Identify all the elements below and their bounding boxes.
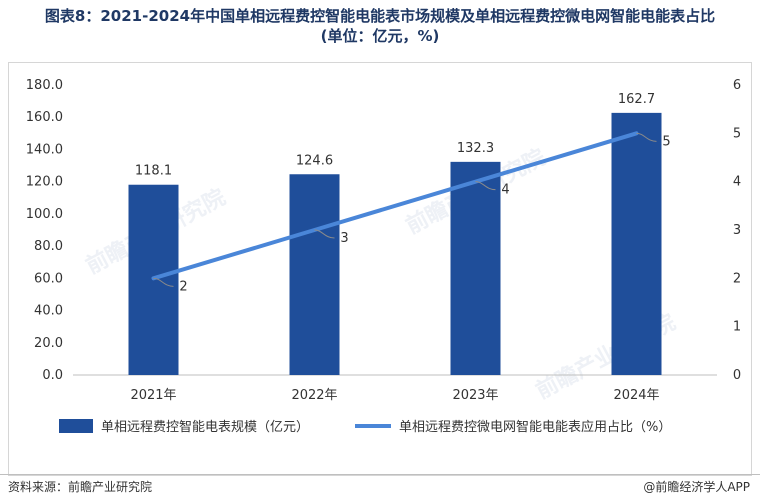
title-line-2: (单位：亿元，%) — [320, 27, 440, 45]
bar-value-label: 124.6 — [296, 153, 333, 168]
chart-title: 图表8：2021-2024年中国单相远程费控智能电能表市场规模及单相远程费控微电… — [0, 6, 760, 46]
y-right-tick-label: 5 — [733, 126, 741, 141]
legend-line-label: 单相远程费控微电网智能电能表应用占比（%） — [399, 419, 671, 435]
bar — [611, 112, 662, 375]
line-label-leader — [153, 277, 174, 287]
footer-divider — [0, 474, 760, 475]
y-right-tick-label: 2 — [733, 271, 741, 286]
line-label-leader — [636, 132, 657, 142]
line-value-label: 2 — [179, 279, 187, 294]
y-right-tick-label: 0 — [733, 368, 741, 383]
x-tick-label: 2021年 — [130, 388, 176, 403]
y-left-tick-label: 120.0 — [26, 175, 63, 190]
y-left-tick-label: 100.0 — [26, 207, 63, 222]
y-left-tick-label: 0.0 — [42, 368, 63, 383]
bar-value-label: 132.3 — [457, 141, 494, 156]
source-note: 资料来源：前瞻产业研究院 — [8, 480, 153, 494]
legend-bar-swatch — [59, 419, 93, 433]
bar — [450, 161, 501, 375]
x-tick-label: 2024年 — [613, 388, 659, 403]
line-label-leader — [475, 181, 496, 191]
bar-value-label: 118.1 — [135, 164, 172, 179]
brand-credit: @前瞻经济学人APP — [643, 480, 750, 494]
line-label-leader — [314, 229, 335, 239]
bar — [289, 174, 340, 375]
line-series — [151, 131, 639, 281]
y-left-tick-label: 160.0 — [26, 110, 63, 125]
y-right-tick-label: 6 — [733, 78, 741, 93]
y-left-tick-label: 60.0 — [34, 271, 63, 286]
chart-frame: 前瞻产业研究院前瞻产业研究院前瞻产业研究院0.020.040.060.080.0… — [8, 62, 752, 476]
x-tick-label: 2022年 — [291, 388, 337, 403]
y-right-tick-label: 3 — [733, 223, 741, 238]
y-left-tick-label: 20.0 — [34, 336, 63, 351]
line-value-label: 5 — [662, 134, 670, 149]
y-left-tick-label: 80.0 — [34, 239, 63, 254]
bar-value-label: 162.7 — [618, 92, 655, 107]
line-value-label: 3 — [340, 231, 348, 246]
y-left-tick-label: 180.0 — [26, 78, 63, 93]
y-left-tick-label: 40.0 — [34, 304, 63, 319]
title-line-1: 图表8：2021-2024年中国单相远程费控智能电能表市场规模及单相远程费控微电… — [44, 7, 716, 25]
y-right-tick-label: 1 — [733, 320, 741, 335]
legend-bar-label: 单相远程费控智能电表规模（亿元） — [101, 420, 309, 435]
x-tick-label: 2023年 — [452, 388, 498, 403]
chart-svg: 前瞻产业研究院前瞻产业研究院前瞻产业研究院0.020.040.060.080.0… — [26, 78, 741, 435]
y-left-tick-label: 140.0 — [26, 142, 63, 157]
y-right-tick-label: 4 — [733, 175, 741, 190]
line-value-label: 4 — [501, 183, 509, 198]
